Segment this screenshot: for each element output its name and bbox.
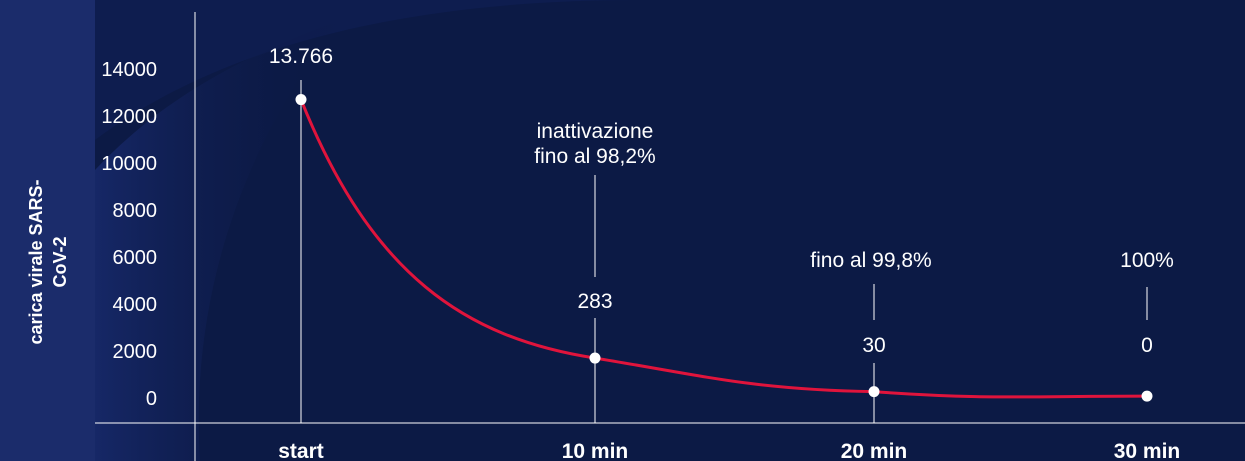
x-tick-label-30-min: 30 min — [1114, 440, 1181, 461]
data-point-30-min — [1141, 390, 1153, 402]
y-tick-label-8000: 8000 — [113, 200, 158, 222]
y-tick-label-4000: 4000 — [113, 294, 158, 316]
annotation-20-min-line-1: fino al 99,8% — [810, 249, 931, 272]
y-tick-label-0: 0 — [146, 388, 157, 410]
decay-curve — [299, 98, 1148, 399]
x-tick-label-10-min: 10 min — [562, 440, 629, 461]
annotation-10-min-line-1: inattivazione — [537, 120, 654, 143]
data-label-start: 13.766 — [269, 45, 333, 68]
data-point-10-min — [589, 352, 601, 364]
annotation-10-min-line-2: fino al 98,2% — [534, 145, 655, 168]
y-tick-label-6000: 6000 — [113, 247, 158, 269]
annotation-30-min-line-1: 100% — [1120, 249, 1174, 272]
x-tick-label-start: start — [278, 440, 324, 461]
data-label-10-min: 283 — [577, 290, 612, 313]
data-label-20-min: 30 — [862, 334, 885, 357]
x-tick-label-20-min: 20 min — [841, 440, 908, 461]
data-point-start — [295, 94, 307, 106]
background-arc — [95, 0, 640, 140]
y-tick-label-2000: 2000 — [113, 341, 158, 363]
y-tick-label-14000: 14000 — [101, 59, 157, 81]
background-glow — [95, 20, 340, 461]
y-tick-label-12000: 12000 — [101, 106, 157, 128]
data-label-30-min: 0 — [1141, 334, 1153, 357]
y-tick-label-10000: 10000 — [101, 153, 157, 175]
y-axis-label-panel: carica virale SARS- CoV-2 — [0, 0, 95, 461]
data-point-20-min — [868, 386, 880, 398]
